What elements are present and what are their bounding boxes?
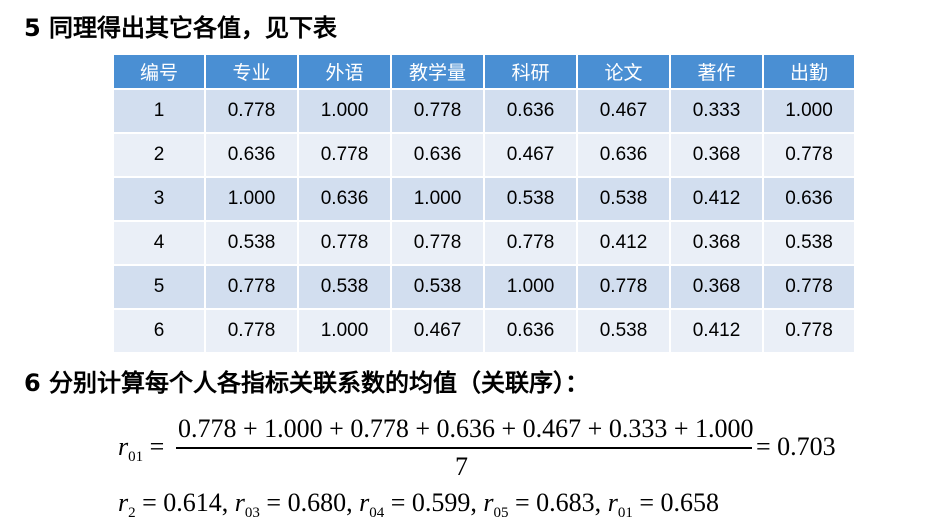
value-cell: 0.467 [390, 308, 485, 354]
value-cell: 0.467 [483, 132, 578, 178]
value-cell: 1.000 [204, 176, 299, 222]
result-variable: r [118, 488, 129, 517]
result-value: = 0.680, [259, 488, 360, 517]
result-subscript: 04 [369, 505, 385, 522]
result-variable: r [483, 488, 494, 517]
header-cell-research: 科研 [483, 53, 578, 90]
result-value: = 0.658 [632, 488, 719, 517]
result-subscript: 03 [244, 505, 260, 522]
formula-lhs: r01 = [118, 432, 164, 466]
table-row: 6 0.778 1.000 0.467 0.636 0.538 0.412 0.778 [112, 308, 856, 354]
header-cell-books: 著作 [669, 53, 764, 90]
value-cell: 0.778 [762, 308, 856, 354]
value-cell: 0.368 [669, 264, 764, 310]
header-cell-attendance: 出勤 [762, 53, 856, 90]
formula-denominator: 7 [455, 452, 468, 481]
section-6-heading: 6 分别计算每个人各指标关联系数的均值（关联序）： [24, 369, 590, 397]
value-cell: 0.412 [669, 176, 764, 222]
value-cell: 1.000 [390, 176, 485, 222]
value-cell: 0.368 [669, 220, 764, 266]
header-cell-id: 编号 [112, 53, 206, 90]
value-cell: 0.412 [669, 308, 764, 354]
row-id-cell: 3 [112, 176, 206, 222]
result-variable: r [607, 488, 618, 517]
value-cell: 0.636 [483, 308, 578, 354]
value-cell: 0.778 [204, 264, 299, 310]
value-cell: 0.778 [483, 220, 578, 266]
value-cell: 0.778 [576, 264, 671, 310]
correlation-coefficient-table: 编号 专业 外语 教学量 科研 论文 著作 出勤 1 0.778 1.000 0.77… [112, 53, 856, 354]
result-value: = 0.614, [135, 488, 235, 517]
results-line: r2 = 0.614, r03 = 0.680, r04 = 0.599, r0… [118, 488, 719, 522]
value-cell: 1.000 [483, 264, 578, 310]
row-id-cell: 6 [112, 308, 206, 354]
value-cell: 0.538 [204, 220, 299, 266]
value-cell: 0.778 [297, 220, 392, 266]
value-cell: 0.333 [669, 88, 764, 134]
value-cell: 0.538 [483, 176, 578, 222]
table-row: 2 0.636 0.778 0.636 0.467 0.636 0.368 0.778 [112, 132, 856, 178]
result-value: = 0.683, [508, 488, 608, 517]
value-cell: 0.636 [297, 176, 392, 222]
formula-numerator: 0.778 + 1.000 + 0.778 + 0.636 + 0.467 + … [178, 414, 754, 443]
value-cell: 0.538 [762, 220, 856, 266]
value-cell: 0.778 [762, 132, 856, 178]
value-cell: 0.636 [576, 132, 671, 178]
value-cell: 0.412 [576, 220, 671, 266]
row-id-cell: 1 [112, 88, 206, 134]
table-row: 3 1.000 0.636 1.000 0.538 0.538 0.412 0.636 [112, 176, 856, 222]
row-id-cell: 4 [112, 220, 206, 266]
formula-lhs-subscript: 01 [128, 449, 144, 466]
value-cell: 0.778 [204, 308, 299, 354]
value-cell: 0.778 [390, 88, 485, 134]
table-row: 5 0.778 0.538 0.538 1.000 0.778 0.368 0.778 [112, 264, 856, 310]
value-cell: 0.467 [576, 88, 671, 134]
table-row: 4 0.538 0.778 0.778 0.778 0.412 0.368 0.538 [112, 220, 856, 266]
fraction-bar [176, 447, 752, 449]
value-cell: 0.636 [762, 176, 856, 222]
header-cell-major: 专业 [204, 53, 299, 90]
value-cell: 0.778 [390, 220, 485, 266]
header-cell-foreign-language: 外语 [297, 53, 392, 90]
value-cell: 0.636 [204, 132, 299, 178]
value-cell: 0.538 [297, 264, 392, 310]
result-variable: r [359, 488, 370, 517]
row-id-cell: 2 [112, 132, 206, 178]
value-cell: 0.778 [297, 132, 392, 178]
result-subscript: 2 [128, 505, 136, 522]
value-cell: 1.000 [297, 308, 392, 354]
value-cell: 0.538 [576, 176, 671, 222]
value-cell: 0.368 [669, 132, 764, 178]
value-cell: 0.538 [576, 308, 671, 354]
table-row: 1 0.778 1.000 0.778 0.636 0.467 0.333 1.000 [112, 88, 856, 134]
result-subscript: 01 [617, 505, 633, 522]
result-value: = 0.599, [384, 488, 484, 517]
formula-result: = 0.703 [756, 432, 836, 461]
value-cell: 0.636 [390, 132, 485, 178]
value-cell: 1.000 [762, 88, 856, 134]
value-cell: 1.000 [297, 88, 392, 134]
value-cell: 0.778 [762, 264, 856, 310]
value-cell: 0.778 [204, 88, 299, 134]
value-cell: 0.636 [483, 88, 578, 134]
formula-lhs-variable: r [118, 432, 129, 461]
formula-equals: = [149, 432, 165, 461]
row-id-cell: 5 [112, 264, 206, 310]
header-cell-papers: 论文 [576, 53, 671, 90]
value-cell: 0.538 [390, 264, 485, 310]
result-subscript: 05 [493, 505, 509, 522]
header-cell-teaching-load: 教学量 [390, 53, 485, 90]
result-variable: r [234, 488, 245, 517]
section-5-heading: 5 同理得出其它各值，见下表 [24, 14, 338, 42]
table-header-row: 编号 专业 外语 教学量 科研 论文 著作 出勤 [112, 53, 856, 90]
